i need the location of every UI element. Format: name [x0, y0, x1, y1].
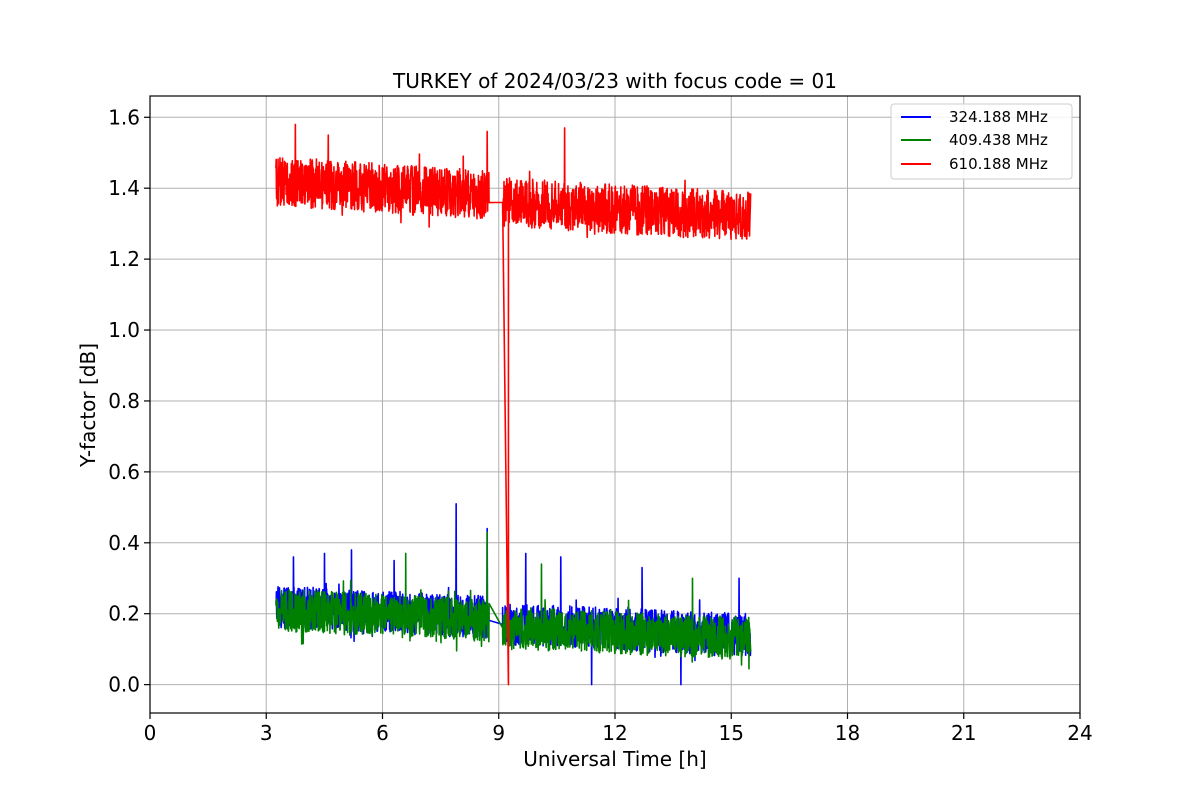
series-line: [275, 531, 752, 670]
y-tick-label: 1.4: [108, 176, 140, 200]
y-tick-label: 0.2: [108, 602, 140, 626]
x-tick-label: 18: [835, 721, 860, 745]
x-tick-label: 6: [376, 721, 389, 745]
x-tick-label: 0: [144, 721, 157, 745]
y-tick-label: 1.2: [108, 247, 140, 271]
y-axis-label: Y-factor [dB]: [76, 343, 100, 468]
plot-series: [275, 123, 752, 686]
legend-label-324: 324.188 MHz: [949, 108, 1048, 126]
chart-title: TURKEY of 2024/03/23 with focus code = 0…: [392, 69, 837, 93]
legend-label-409: 409.438 MHz: [949, 131, 1048, 149]
y-tick-label: 0.8: [108, 389, 140, 413]
legend-box: [890, 103, 1073, 180]
series-line: [275, 123, 752, 686]
axis-ticks: 0 3 6 9 12 15 18 21 24 0.0 0.2 0.4 0.6 0.8 1.0 1.2 1.4 1.…: [108, 105, 1093, 745]
x-tick-label: 9: [492, 721, 505, 745]
y-tick-label: 0.4: [108, 531, 140, 555]
series-610-188: [275, 123, 752, 686]
legend: 324.188 MHz 409.438 MHz 610.188 MHz: [890, 103, 1073, 180]
x-tick-label: 12: [602, 721, 627, 745]
x-tick-label: 24: [1067, 721, 1092, 745]
x-tick-label: 21: [951, 721, 976, 745]
y-tick-label: 1.6: [108, 105, 140, 129]
y-tick-label: 0.0: [108, 673, 140, 697]
x-tick-label: 15: [719, 721, 744, 745]
y-tick-label: 1.0: [108, 318, 140, 342]
y-tick-label: 0.6: [108, 460, 140, 484]
series-409-438: [275, 531, 752, 670]
legend-label-610: 610.188 MHz: [949, 155, 1048, 173]
x-tick-label: 3: [260, 721, 273, 745]
x-axis-label: Universal Time [h]: [523, 747, 706, 771]
